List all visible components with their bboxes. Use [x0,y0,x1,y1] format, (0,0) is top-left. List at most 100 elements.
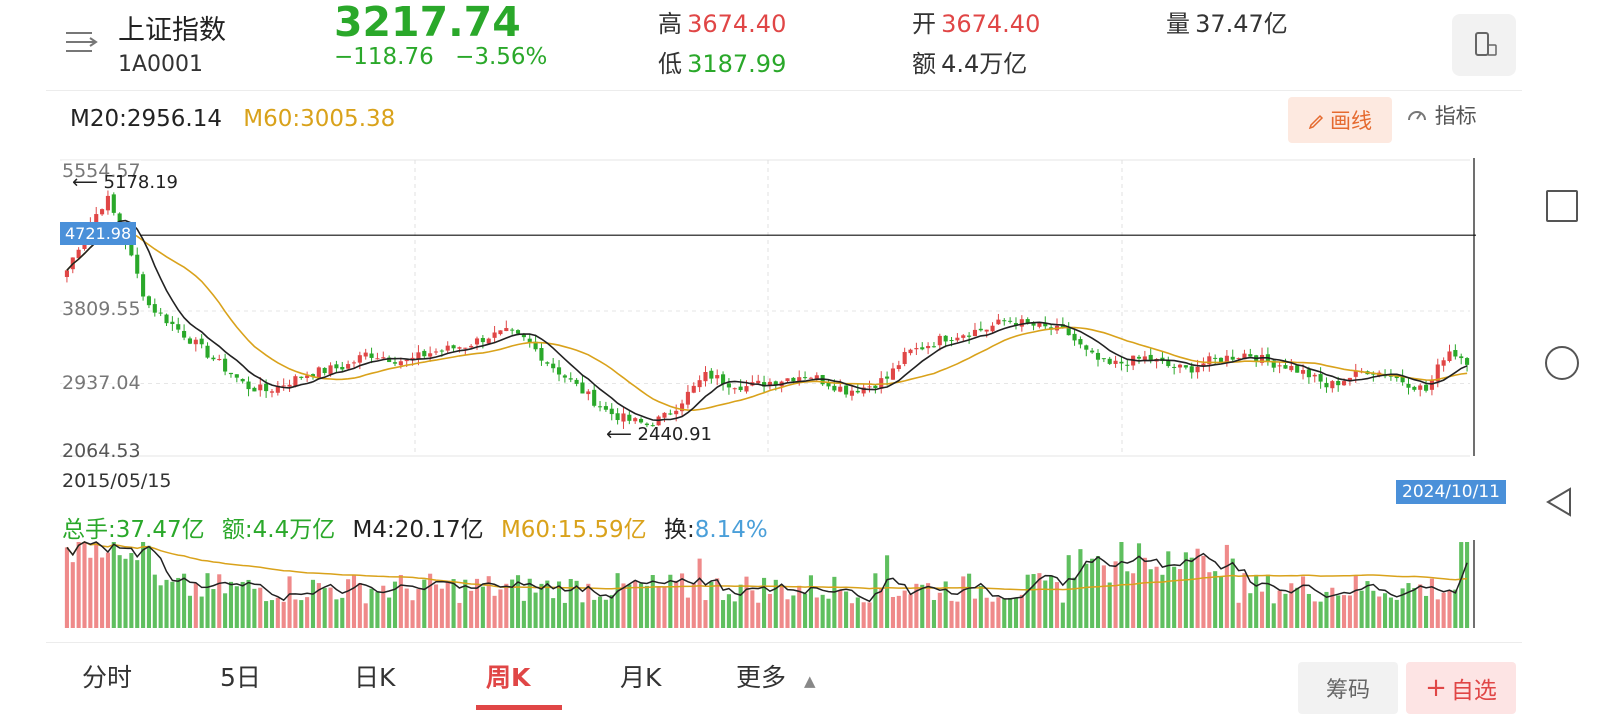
candle-body [474,338,480,345]
volume-bar [223,593,228,628]
volume-bar [1019,594,1024,628]
kline-chart[interactable] [60,158,1480,460]
back-icon[interactable] [1544,486,1576,518]
candle-body [451,345,456,349]
volume-bar [551,598,556,628]
volume-bar [1025,574,1030,628]
candle-body [152,304,157,313]
candle-body [1095,352,1101,360]
candle-body [668,413,673,415]
crosshair-price-tag: 4721.98 [60,222,137,245]
draw-line-button[interactable]: 画线 [1288,97,1392,143]
candle-body [1447,351,1452,362]
volume-bar [1465,542,1470,628]
volume-bar [275,597,280,628]
indicator-button[interactable]: 指标 [1406,100,1477,130]
candle-body [885,376,890,379]
volume-bar [170,581,175,628]
candle-body [223,358,228,372]
candle-body [609,408,614,415]
draw-line-label: 画线 [1330,109,1372,133]
candle-body [527,338,532,343]
tab-weekly-k[interactable]: 周K [486,663,531,692]
candle-body [545,362,550,364]
landscape-toggle-button[interactable] [1452,14,1516,76]
candle-body [556,367,562,375]
candle-body [773,381,778,386]
candle-body [1347,377,1352,382]
candle-body [680,403,685,412]
volume-bar [193,583,198,628]
candle-body [1324,382,1329,388]
candle-body [920,347,925,350]
volume-bar [984,597,989,628]
volume-bar [967,573,972,628]
volume-bar [1453,589,1458,628]
menu-icon[interactable] [66,30,100,54]
candle-body [943,335,948,342]
volume-bar [621,583,626,628]
volume-bar [1365,581,1370,628]
candle-body [762,382,767,387]
volume-bar [533,592,538,628]
candle-body [480,337,485,343]
chip-distribution-button[interactable]: 筹码 [1298,662,1398,714]
volume-chart[interactable] [60,540,1480,630]
tab-monthly-k[interactable]: 月K [620,663,662,692]
candle-body [1037,322,1042,327]
volume-bar [205,573,210,628]
volume-bar [527,578,532,628]
volume-bar [346,579,351,628]
candle-body [64,270,69,277]
add-watchlist-button[interactable]: + 自选 [1406,662,1516,714]
volume-bar [1008,597,1013,628]
candle-body [902,351,907,364]
volume-bar [375,592,380,628]
tab-more[interactable]: 更多 ▲ [736,658,816,694]
volume-bar [1353,575,1358,628]
volume-bar [1242,573,1247,628]
tab-daily-k[interactable]: 日K [354,663,396,692]
gauge-icon [1408,111,1426,121]
volume-bar [668,574,673,628]
volume-bar [70,562,75,628]
candle-body [439,350,444,352]
volume-bar [422,579,427,628]
high-stat: 高 3674.40 [658,4,786,39]
candle-body [1213,357,1218,359]
recent-apps-icon[interactable] [1546,190,1578,222]
volume-bar [1441,592,1446,628]
candle-body [369,353,374,358]
candle-body [1277,365,1282,367]
volume-bar [387,597,392,628]
tab-5day[interactable]: 5日 [220,663,261,692]
home-icon[interactable] [1545,346,1579,380]
volume-bar [182,573,187,628]
candle-body [457,347,462,349]
volume-bar [1125,571,1130,628]
candle-body [416,352,421,360]
open-value: 3674.40 [941,10,1041,38]
candle-body [937,335,942,346]
candle-body [422,350,427,357]
volume-bar [1259,591,1265,628]
candle-body [328,365,333,375]
volume-bar [1002,598,1007,628]
volume-bar [797,585,802,628]
volume-bar [334,599,339,628]
volume-bar [1400,588,1405,628]
volume-bar [463,579,468,628]
candle-body [1459,356,1464,359]
amount-value: 4.4万亿 [941,50,1028,78]
low-label: 低 [658,50,682,78]
candle-body [281,385,286,387]
volume-bar [1084,563,1089,628]
volume-bar [580,602,585,628]
volume-bar [82,542,87,628]
tab-intraday[interactable]: 分时 [82,663,133,692]
volume-bar [381,585,386,628]
volume-bar [744,576,749,628]
volume-bar [105,552,110,628]
candle-body [949,340,954,342]
volume-bar [1031,574,1036,628]
